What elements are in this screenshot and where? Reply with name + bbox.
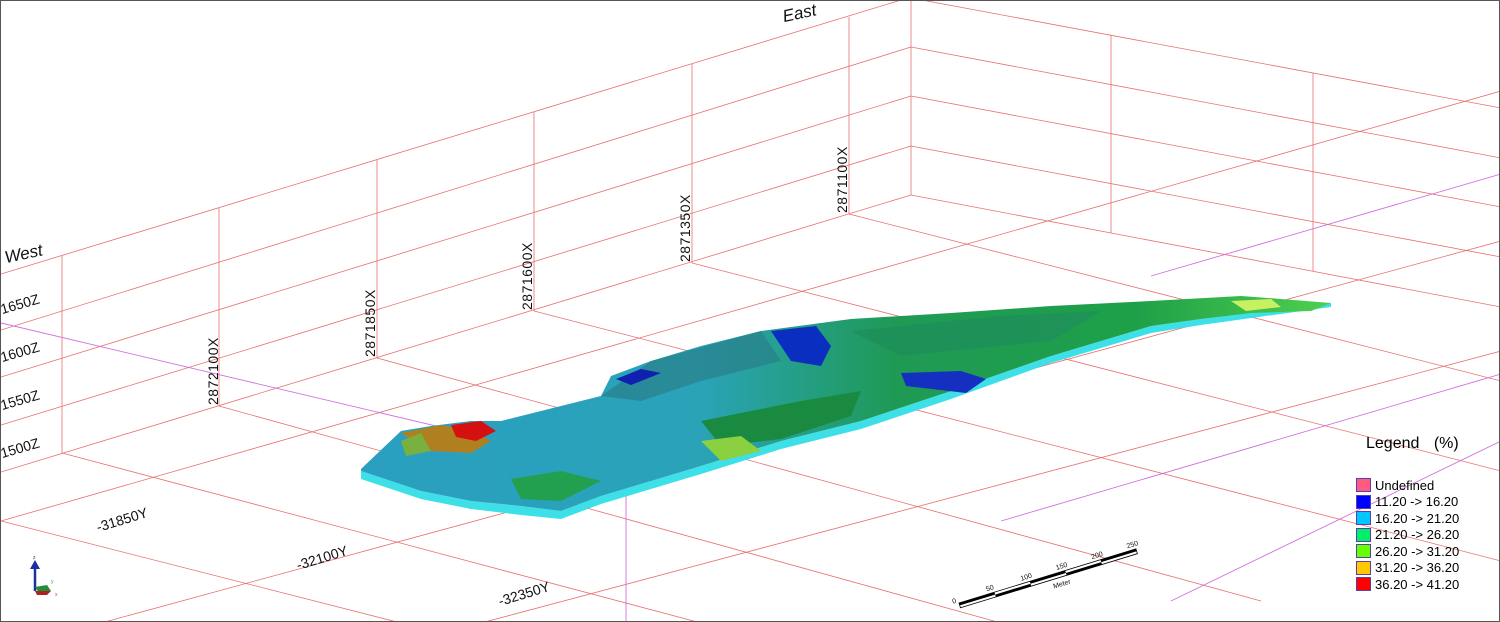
x-axis-label: 2871600X [519,242,535,310]
legend-label: 36.20 -> 41.20 [1375,576,1460,592]
legend-swatch [1356,511,1371,526]
scale-tick: 150 [1055,562,1068,572]
legend-label: 16.20 -> 21.20 [1375,510,1460,526]
scale-tick: 0 [952,598,958,606]
legend-swatch [1356,494,1371,509]
legend-item: 26.20 -> 31.20 [1356,543,1499,560]
legend-item: 21.20 -> 26.20 [1356,527,1499,544]
legend-swatch [1356,544,1371,559]
x-axis-label: 2871350X [677,194,693,262]
legend-label: 21.20 -> 26.20 [1375,527,1460,543]
scale-bar: 0 50 100 150 200 250 Meter [952,541,1139,609]
svg-text:y: y [51,579,54,585]
legend-swatch [1356,560,1371,575]
legend-label: Undefined [1375,477,1435,493]
axis-triad-icon: z y x [30,555,58,597]
legend-label: 31.20 -> 36.20 [1375,560,1460,576]
svg-text:x: x [55,592,58,597]
legend-item: 11.20 -> 16.20 [1356,494,1499,511]
legend: Legend (%) Undefined 11.20 -> 16.20 16.20 … [1356,435,1499,593]
svg-text:z: z [33,555,36,561]
legend-item: 36.20 -> 41.20 [1356,576,1499,593]
legend-label: 26.20 -> 31.20 [1375,543,1460,559]
legend-item: 31.20 -> 36.20 [1356,560,1499,577]
legend-title: Legend (%) [1366,435,1459,452]
legend-item: 16.20 -> 21.20 [1356,510,1499,527]
x-axis-label: 2871850X [362,289,378,357]
scale-tick: 100 [1020,573,1033,583]
scale-unit: Meter [1052,578,1072,590]
ore-body-model [361,296,1331,519]
x-axis-label: 2872100X [205,337,221,405]
scale-tick: 50 [985,584,995,593]
legend-label: 11.20 -> 16.20 [1375,494,1459,510]
legend-swatch [1356,527,1371,542]
scale-tick: 250 [1126,541,1139,550]
legend-swatch [1356,577,1371,592]
scale-tick: 200 [1091,551,1104,561]
legend-item: Undefined [1356,477,1499,494]
legend-swatch [1356,478,1371,493]
x-axis-label: 2871100X [834,146,850,213]
